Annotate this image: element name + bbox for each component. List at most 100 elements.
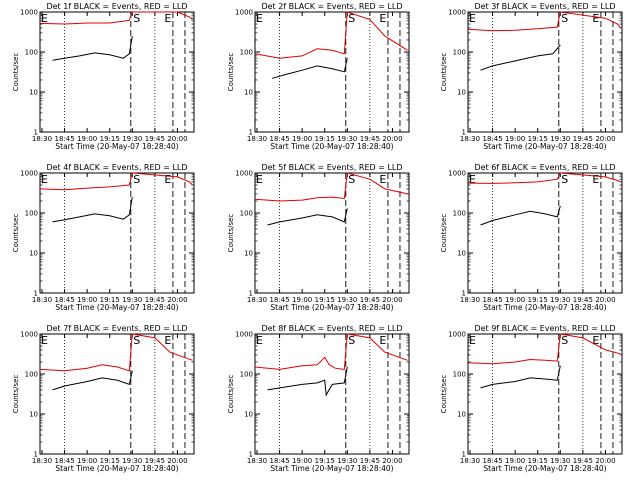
- x-tick-label: 18:45: [54, 135, 74, 143]
- x-tick-label: 19:30: [122, 457, 142, 465]
- x-tick-label: 20:00: [167, 296, 187, 304]
- lld-series-line: [254, 172, 408, 202]
- lld-series-line: [39, 333, 193, 372]
- x-tick-label: 19:30: [122, 296, 142, 304]
- mid-marker-label: S: [133, 173, 140, 186]
- plot-title: Det 5f BLACK = Events, RED = LLD: [261, 163, 402, 172]
- y-tick-label: 1: [462, 129, 466, 137]
- x-tick-label: 19:30: [122, 135, 142, 143]
- x-tick-label: 19:45: [573, 135, 593, 143]
- start-marker-label: E: [469, 334, 476, 347]
- y-tick-label: 10: [457, 89, 466, 97]
- y-tick-label: 1: [462, 451, 466, 459]
- plot-title: Det 8f BLACK = Events, RED = LLD: [261, 324, 402, 333]
- y-tick-label: 1: [249, 451, 253, 459]
- y-axis-label: Counts/sec: [440, 53, 448, 92]
- y-tick-label: 1000: [448, 170, 466, 178]
- mid-marker-label: S: [561, 173, 568, 186]
- end-marker-label: E: [379, 334, 386, 347]
- y-tick-label: 1: [34, 451, 38, 459]
- lld-series-line: [254, 333, 408, 370]
- start-marker-label: E: [41, 334, 48, 347]
- plot-title: Det 6f BLACK = Events, RED = LLD: [474, 163, 615, 172]
- x-axis-label: Start Time (20-May-07 18:28:40): [270, 142, 393, 151]
- x-tick-label: 20:00: [382, 296, 402, 304]
- x-tick-label: 20:00: [167, 135, 187, 143]
- start-marker-label: E: [469, 173, 476, 186]
- x-tick-label: 18:45: [482, 296, 502, 304]
- y-tick-label: 1000: [20, 331, 38, 339]
- end-marker-label: E: [164, 334, 171, 347]
- lld-series-line: [39, 11, 193, 25]
- y-tick-label: 100: [25, 210, 38, 218]
- start-marker-label: E: [41, 12, 48, 25]
- y-axis-label: Counts/sec: [227, 214, 235, 253]
- x-tick-label: 19:15: [528, 135, 548, 143]
- lld-series-line: [39, 172, 193, 191]
- x-tick-label: 19:30: [337, 296, 357, 304]
- mid-marker-label: S: [561, 12, 568, 25]
- x-tick-label: 19:00: [77, 457, 97, 465]
- plot-frame: [254, 172, 410, 294]
- y-tick-label: 1: [249, 129, 253, 137]
- end-marker-label: E: [592, 12, 599, 25]
- lld-series-line: [467, 333, 621, 365]
- y-tick-label: 1: [249, 290, 253, 298]
- plot-frame: [254, 333, 410, 455]
- x-tick-label: 19:45: [360, 296, 380, 304]
- y-tick-label: 100: [453, 371, 466, 379]
- events-series-line: [52, 36, 133, 61]
- x-tick-label: 20:00: [595, 296, 615, 304]
- y-axis-label: Counts/sec: [12, 214, 20, 253]
- events-series-line: [52, 197, 133, 223]
- x-tick-label: 18:30: [247, 135, 267, 143]
- end-marker-label: E: [592, 334, 599, 347]
- x-tick-label: 19:45: [360, 135, 380, 143]
- x-tick-label: 19:00: [77, 296, 97, 304]
- y-tick-label: 10: [29, 250, 38, 258]
- x-tick-label: 18:30: [247, 296, 267, 304]
- x-tick-label: 19:45: [145, 296, 165, 304]
- y-axis-label: Counts/sec: [227, 375, 235, 414]
- end-marker-label: E: [379, 173, 386, 186]
- x-axis-label: Start Time (20-May-07 18:28:40): [270, 303, 393, 312]
- x-tick-label: 20:00: [382, 457, 402, 465]
- y-tick-label: 1000: [448, 331, 466, 339]
- events-series-line: [480, 44, 561, 71]
- y-tick-label: 10: [457, 411, 466, 419]
- y-axis-label: Counts/sec: [12, 375, 20, 414]
- x-tick-label: 20:00: [595, 457, 615, 465]
- plot-title: Det 2f BLACK = Events, RED = LLD: [261, 2, 402, 11]
- y-axis-label: Counts/sec: [440, 375, 448, 414]
- x-tick-label: 19:30: [337, 457, 357, 465]
- plot-frame: [254, 11, 410, 133]
- x-axis-label: Start Time (20-May-07 18:28:40): [483, 464, 606, 473]
- y-tick-label: 1000: [20, 9, 38, 17]
- plot-frame: [39, 333, 195, 455]
- y-tick-label: 1: [34, 129, 38, 137]
- y-tick-label: 10: [244, 89, 253, 97]
- x-tick-label: 19:45: [573, 457, 593, 465]
- y-axis-label: Counts/sec: [227, 53, 235, 92]
- start-marker-label: E: [256, 334, 263, 347]
- mid-marker-label: S: [348, 173, 355, 186]
- plot-frame: [467, 11, 623, 133]
- y-tick-label: 1000: [20, 170, 38, 178]
- x-tick-label: 19:45: [360, 457, 380, 465]
- x-axis-label: Start Time (20-May-07 18:28:40): [270, 464, 393, 473]
- end-marker-label: E: [164, 12, 171, 25]
- lld-series-line: [467, 172, 621, 184]
- x-tick-label: 18:45: [269, 457, 289, 465]
- y-tick-label: 100: [240, 371, 253, 379]
- plot-title: Det 4f BLACK = Events, RED = LLD: [46, 163, 187, 172]
- y-tick-label: 1000: [448, 9, 466, 17]
- x-axis-label: Start Time (20-May-07 18:28:40): [483, 303, 606, 312]
- plot-frame: [39, 172, 195, 294]
- mid-marker-label: S: [133, 12, 140, 25]
- y-tick-label: 100: [453, 210, 466, 218]
- x-tick-label: 20:00: [382, 135, 402, 143]
- x-tick-label: 19:15: [528, 457, 548, 465]
- lld-series-line: [467, 11, 621, 32]
- x-tick-label: 19:00: [505, 457, 525, 465]
